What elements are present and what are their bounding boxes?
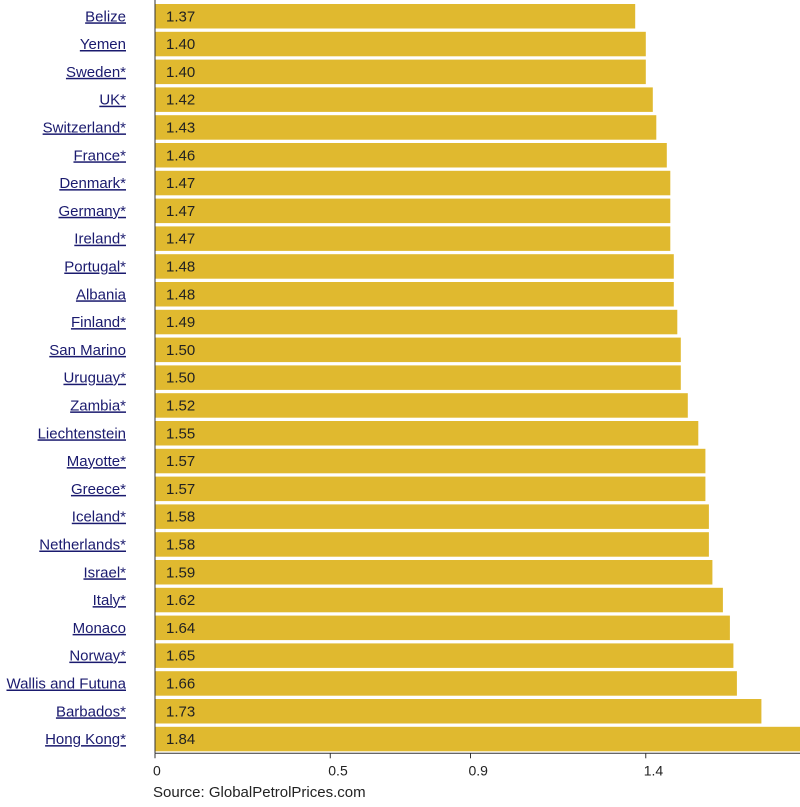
category-label[interactable]: Uruguay* bbox=[63, 370, 126, 387]
value-labels: 1.37 1.40 1.40 1.42 1.43 1.46 1.47 1.47 1.47 1.48… bbox=[166, 8, 195, 748]
value-label: 1.43 bbox=[166, 119, 195, 136]
source-note: Source: GlobalPetrolPrices.com bbox=[153, 784, 366, 801]
value-label: 1.66 bbox=[166, 676, 195, 693]
category-label[interactable]: Netherlands* bbox=[39, 537, 126, 554]
bar bbox=[155, 504, 709, 529]
bar bbox=[155, 170, 671, 196]
category-label[interactable]: Belize bbox=[85, 8, 126, 25]
value-label: 1.46 bbox=[166, 147, 195, 164]
value-label: 1.73 bbox=[166, 703, 195, 720]
value-label: 1.40 bbox=[166, 36, 195, 53]
category-label[interactable]: Iceland* bbox=[72, 509, 126, 526]
category-label[interactable]: Greece* bbox=[71, 481, 126, 498]
value-label: 1.47 bbox=[166, 175, 195, 192]
value-label: 1.58 bbox=[166, 537, 195, 554]
value-label: 1.47 bbox=[166, 231, 195, 248]
bar bbox=[155, 309, 678, 335]
category-label[interactable]: UK* bbox=[99, 92, 126, 109]
bar bbox=[155, 699, 762, 724]
bar bbox=[155, 282, 674, 307]
value-label: 1.37 bbox=[166, 8, 195, 25]
category-label[interactable]: Finland* bbox=[71, 314, 126, 331]
category-label[interactable]: Wallis and Futuna bbox=[6, 676, 126, 693]
value-label: 1.58 bbox=[166, 509, 195, 526]
value-label: 1.50 bbox=[166, 370, 195, 387]
x-axis-ticks: 0 0.5 0.9 1.4 bbox=[153, 753, 663, 778]
category-label[interactable]: Portugal* bbox=[64, 259, 126, 276]
category-label[interactable]: Italy* bbox=[93, 592, 127, 609]
value-label: 1.47 bbox=[166, 203, 195, 220]
bar bbox=[155, 87, 653, 112]
bar bbox=[155, 198, 671, 224]
bar bbox=[155, 31, 646, 57]
bar bbox=[155, 532, 709, 557]
x-tick-label: 0 bbox=[153, 762, 161, 778]
category-label[interactable]: Switzerland* bbox=[43, 119, 127, 136]
category-label[interactable]: Liechtenstein bbox=[38, 425, 126, 442]
category-label[interactable]: Norway* bbox=[69, 648, 126, 665]
category-label[interactable]: Monaco bbox=[73, 620, 126, 637]
bar bbox=[155, 337, 681, 363]
bar bbox=[155, 587, 723, 613]
bar bbox=[155, 448, 706, 474]
category-label[interactable]: Israel* bbox=[83, 564, 126, 581]
bar bbox=[155, 226, 671, 251]
bar bbox=[155, 393, 688, 418]
category-label[interactable]: San Marino bbox=[49, 342, 126, 359]
category-label[interactable]: Albania bbox=[76, 286, 127, 303]
category-label[interactable]: Mayotte* bbox=[67, 453, 126, 470]
bar bbox=[155, 59, 646, 85]
bar bbox=[155, 643, 734, 668]
value-label: 1.84 bbox=[166, 731, 195, 748]
value-label: 1.50 bbox=[166, 342, 195, 359]
value-label: 1.48 bbox=[166, 259, 195, 276]
bar bbox=[155, 560, 713, 585]
value-label: 1.48 bbox=[166, 286, 195, 303]
bar bbox=[155, 254, 674, 279]
bar bbox=[155, 4, 636, 29]
value-label: 1.57 bbox=[166, 481, 195, 498]
category-label[interactable]: Ireland* bbox=[74, 231, 126, 248]
value-label: 1.49 bbox=[166, 314, 195, 331]
category-label[interactable]: Zambia* bbox=[70, 397, 126, 414]
category-label[interactable]: Barbados* bbox=[56, 703, 126, 720]
bar bbox=[155, 115, 657, 140]
value-label: 1.64 bbox=[166, 620, 195, 637]
bar bbox=[155, 421, 699, 446]
value-label: 1.40 bbox=[166, 64, 195, 81]
category-label[interactable]: Germany* bbox=[58, 203, 126, 220]
value-label: 1.65 bbox=[166, 648, 195, 665]
value-label: 1.42 bbox=[166, 92, 195, 109]
value-label: 1.59 bbox=[166, 564, 195, 581]
bar bbox=[155, 476, 706, 502]
bar bbox=[155, 726, 800, 752]
value-label: 1.62 bbox=[166, 592, 195, 609]
category-label[interactable]: Sweden* bbox=[66, 64, 126, 81]
bar bbox=[155, 365, 681, 390]
category-label[interactable]: France* bbox=[73, 147, 126, 164]
category-labels: Belize Yemen Sweden* UK* Switzerland* France*… bbox=[6, 8, 126, 748]
bar bbox=[155, 615, 730, 641]
x-tick-label: 1.4 bbox=[644, 762, 664, 778]
bar bbox=[155, 143, 667, 168]
value-label: 1.57 bbox=[166, 453, 195, 470]
category-label[interactable]: Denmark* bbox=[59, 175, 126, 192]
value-label: 1.55 bbox=[166, 425, 195, 442]
category-label[interactable]: Hong Kong* bbox=[45, 731, 126, 748]
value-label: 1.52 bbox=[166, 397, 195, 414]
bar bbox=[155, 671, 737, 696]
bars-group bbox=[155, 4, 800, 752]
category-label[interactable]: Yemen bbox=[80, 36, 126, 53]
x-tick-label: 0.9 bbox=[468, 762, 488, 778]
x-tick-label: 0.5 bbox=[328, 762, 348, 778]
